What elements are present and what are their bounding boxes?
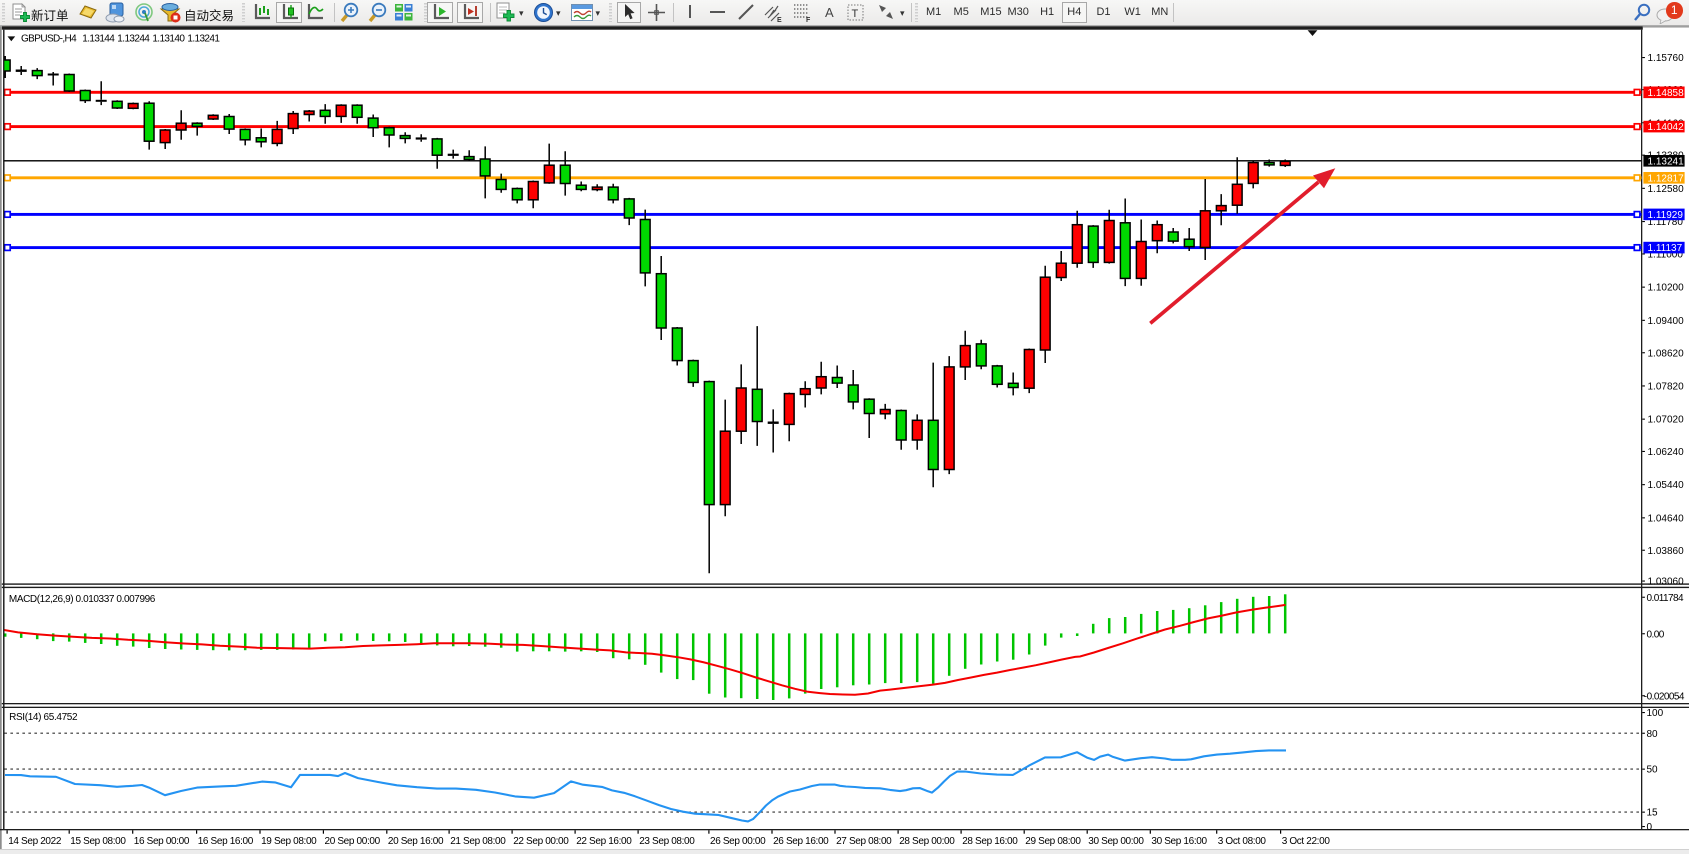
svg-text:1.11000: 1.11000 (1648, 250, 1684, 261)
svg-text:26 Sep 00:00: 26 Sep 00:00 (710, 836, 766, 847)
svg-text:1.03860: 1.03860 (1648, 546, 1685, 557)
svg-text:16 Sep 00:00: 16 Sep 00:00 (134, 836, 190, 847)
svg-text:1.14042: 1.14042 (1648, 122, 1685, 133)
svg-text:30 Sep 00:00: 30 Sep 00:00 (1088, 836, 1144, 847)
svg-text:1.15760: 1.15760 (1648, 53, 1685, 64)
svg-text:23 Sep 08:00: 23 Sep 08:00 (639, 836, 695, 847)
svg-text:GBPUSD-,H4 1.13144 1.13244 1.: GBPUSD-,H4 1.13144 1.13244 1.13140 1.132… (21, 34, 220, 45)
svg-text:-0.020054: -0.020054 (1644, 691, 1685, 702)
svg-text:F: F (806, 17, 811, 23)
svg-text:22 Sep 00:00: 22 Sep 00:00 (513, 836, 569, 847)
svg-text:22 Sep 16:00: 22 Sep 16:00 (576, 836, 632, 847)
svg-text:0.011784: 0.011784 (1647, 593, 1685, 604)
svg-text:1.07820: 1.07820 (1648, 382, 1685, 393)
svg-text:1.07020: 1.07020 (1648, 415, 1685, 426)
svg-text:1.14858: 1.14858 (1648, 88, 1685, 99)
svg-text:1.10200: 1.10200 (1648, 283, 1685, 294)
svg-text:80: 80 (1647, 729, 1659, 740)
svg-text:MACD(12,26,9) 0.010337 0.00799: MACD(12,26,9) 0.010337 0.007996 (9, 594, 156, 605)
svg-text:1.08620: 1.08620 (1648, 348, 1685, 359)
svg-text:1.03060: 1.03060 (1648, 577, 1685, 588)
svg-text:1.11137: 1.11137 (1648, 243, 1683, 254)
svg-text:1.05440: 1.05440 (1648, 480, 1685, 491)
svg-text:26 Sep 16:00: 26 Sep 16:00 (773, 836, 829, 847)
svg-text:21 Sep 08:00: 21 Sep 08:00 (450, 836, 506, 847)
svg-text:14 Sep 2022: 14 Sep 2022 (8, 836, 62, 847)
svg-text:0.00: 0.00 (1647, 629, 1665, 640)
svg-text:3 Oct 08:00: 3 Oct 08:00 (1218, 836, 1267, 847)
svg-text:20 Sep 16:00: 20 Sep 16:00 (388, 836, 444, 847)
svg-text:1.06240: 1.06240 (1648, 447, 1685, 458)
svg-text:1.12817: 1.12817 (1648, 173, 1685, 184)
svg-text:3 Oct 22:00: 3 Oct 22:00 (1282, 836, 1331, 847)
svg-text:29 Sep 08:00: 29 Sep 08:00 (1025, 836, 1081, 847)
svg-text:T: T (852, 8, 859, 20)
svg-text:19 Sep 08:00: 19 Sep 08:00 (261, 836, 317, 847)
svg-text:1.13241: 1.13241 (1648, 156, 1685, 167)
svg-text:RSI(14) 65.4752: RSI(14) 65.4752 (9, 712, 78, 723)
svg-text:0: 0 (1647, 822, 1653, 833)
svg-text:50: 50 (1647, 765, 1659, 776)
svg-text:E: E (777, 17, 782, 23)
svg-text:20 Sep 00:00: 20 Sep 00:00 (325, 836, 381, 847)
svg-text:28 Sep 00:00: 28 Sep 00:00 (899, 836, 955, 847)
svg-text:1.04640: 1.04640 (1648, 513, 1685, 524)
svg-text:30 Sep 16:00: 30 Sep 16:00 (1151, 836, 1207, 847)
svg-text:100: 100 (1647, 708, 1664, 719)
svg-text:27 Sep 08:00: 27 Sep 08:00 (836, 836, 892, 847)
svg-text:16 Sep 16:00: 16 Sep 16:00 (198, 836, 254, 847)
svg-text:1.11780: 1.11780 (1648, 217, 1684, 228)
svg-text:15 Sep 08:00: 15 Sep 08:00 (70, 836, 126, 847)
svg-text:1.12580: 1.12580 (1648, 184, 1685, 195)
svg-text:15: 15 (1647, 808, 1659, 819)
svg-text:28 Sep 16:00: 28 Sep 16:00 (962, 836, 1018, 847)
svg-text:1.09400: 1.09400 (1648, 316, 1685, 327)
svg-text:1.11929: 1.11929 (1648, 210, 1684, 221)
